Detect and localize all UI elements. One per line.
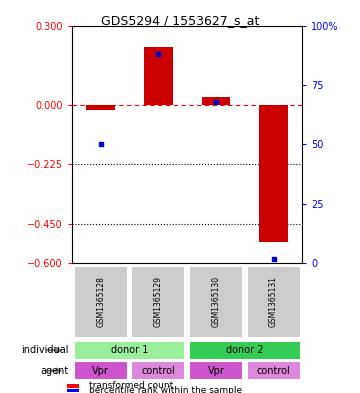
Bar (144, 47, 173, 105)
Text: percentile rank within the sample: percentile rank within the sample (89, 386, 242, 393)
Text: Vpr: Vpr (93, 366, 109, 376)
Text: control: control (141, 366, 175, 376)
Text: GDS5294 / 1553627_s_at: GDS5294 / 1553627_s_at (101, 14, 259, 27)
Bar (86, 105, 115, 110)
Point (271, 255, 276, 262)
Text: agent: agent (40, 366, 68, 376)
Bar (259, 105, 288, 242)
Text: Vpr: Vpr (208, 366, 224, 376)
Point (156, 51, 161, 57)
Text: control: control (257, 366, 291, 376)
Bar (67, 384, 78, 387)
Text: transformed count: transformed count (89, 381, 174, 390)
FancyBboxPatch shape (74, 361, 128, 380)
FancyBboxPatch shape (74, 266, 128, 338)
Text: donor 1: donor 1 (111, 345, 148, 355)
FancyBboxPatch shape (131, 361, 185, 380)
FancyBboxPatch shape (189, 361, 243, 380)
FancyBboxPatch shape (189, 341, 301, 360)
Point (213, 99, 219, 105)
Text: donor 2: donor 2 (226, 345, 264, 355)
FancyBboxPatch shape (189, 266, 243, 338)
Text: individual: individual (21, 345, 68, 355)
Bar (67, 389, 78, 392)
Bar (202, 97, 230, 105)
Point (98, 141, 104, 147)
FancyBboxPatch shape (247, 266, 301, 338)
Text: GSM1365130: GSM1365130 (212, 276, 220, 327)
FancyBboxPatch shape (247, 361, 301, 380)
Text: GSM1365129: GSM1365129 (154, 276, 163, 327)
FancyBboxPatch shape (74, 341, 185, 360)
FancyBboxPatch shape (131, 266, 185, 338)
Text: GSM1365128: GSM1365128 (96, 276, 105, 327)
Text: GSM1365131: GSM1365131 (269, 276, 278, 327)
